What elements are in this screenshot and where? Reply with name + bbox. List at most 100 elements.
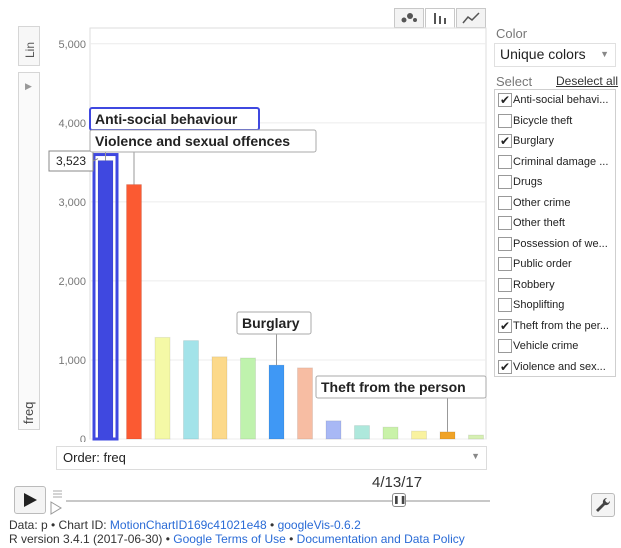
checkbox-empty-icon[interactable]	[498, 339, 512, 353]
chart-bar[interactable]	[183, 340, 199, 440]
terms-link[interactable]: Google Terms of Use	[173, 532, 286, 546]
series-checkbox-item[interactable]: Other crime	[495, 193, 615, 214]
bar-chart-tab[interactable]	[425, 8, 455, 28]
series-checkbox-label: Violence and sex...	[513, 360, 606, 373]
chevron-down-icon: ▼	[471, 451, 480, 461]
series-checkbox-item[interactable]: Possession of we...	[495, 234, 615, 255]
chart-bar[interactable]	[382, 426, 399, 440]
chart-bar[interactable]	[411, 430, 427, 440]
y-tick-label: 0	[80, 434, 86, 442]
series-checkbox-item[interactable]: ✔ Burglary	[495, 131, 615, 152]
timeline-track[interactable]	[66, 500, 490, 502]
color-dropdown-value: Unique colors	[500, 46, 586, 62]
bar-chart-icon	[434, 13, 446, 24]
series-checkbox-label: Bicycle theft	[513, 114, 573, 127]
checkbox-empty-icon[interactable]	[498, 257, 512, 271]
checkbox-checked-icon[interactable]: ✔	[498, 134, 512, 148]
footer-line-2: R version 3.4.1 (2017-06-30) • Google Te…	[9, 532, 465, 546]
docs-link[interactable]: Documentation and Data Policy	[296, 532, 465, 546]
checkbox-checked-icon[interactable]: ✔	[498, 318, 512, 333]
checkbox-checked-icon[interactable]: ✔	[498, 359, 512, 374]
annotation-box	[89, 129, 317, 153]
series-checkbox-label: Possession of we...	[513, 237, 608, 250]
series-checkbox-item[interactable]: Robbery	[495, 275, 615, 296]
current-date-label: 4/13/17	[372, 474, 423, 491]
chart-bar[interactable]	[154, 336, 171, 440]
series-checkbox-item[interactable]: ✔ Theft from the per...	[495, 316, 615, 337]
annotation-label: Theft from the person	[321, 379, 466, 395]
view-toggle-group	[394, 8, 487, 28]
scale-toggle-button[interactable]: Lin	[18, 26, 40, 66]
checkbox-empty-icon[interactable]	[498, 175, 512, 189]
series-checkbox-item[interactable]: Public order	[495, 254, 615, 275]
chart-bar[interactable]	[439, 431, 456, 440]
footer-r-version: R version 3.4.1 (2017-06-30) •	[9, 532, 174, 546]
wrench-icon	[596, 497, 611, 512]
scale-toggle-label: Lin	[23, 41, 37, 58]
chart-bar[interactable]	[211, 356, 228, 440]
deselect-all-link[interactable]: Deselect all	[556, 74, 619, 88]
y-tick-label: 5,000	[58, 39, 86, 51]
series-checkbox-label: Anti-social behavi...	[513, 94, 609, 106]
play-button[interactable]	[14, 486, 46, 514]
order-label: Order: freq	[63, 450, 126, 465]
chart-bar[interactable]	[325, 420, 342, 440]
order-dropdown[interactable]: Order: freq ▼	[56, 446, 487, 470]
series-checkbox-label: Public order	[513, 258, 572, 270]
series-checkbox-item[interactable]: ✔ Anti-social behavi...	[495, 90, 615, 111]
play-icon	[24, 493, 37, 507]
googlevis-link[interactable]: googleVis-0.6.2	[277, 518, 361, 532]
y-tick-label: 4,000	[58, 118, 86, 130]
annotation-box	[236, 311, 312, 335]
series-checkbox-item[interactable]: Shoplifting	[495, 295, 615, 316]
color-panel-title: Color	[496, 26, 528, 41]
chart-bar[interactable]	[240, 357, 256, 440]
line-chart-tab[interactable]	[456, 8, 486, 28]
checkbox-empty-icon[interactable]	[498, 195, 512, 210]
settings-button[interactable]	[591, 493, 615, 517]
annotation-box	[315, 375, 487, 399]
value-label: 3,523	[56, 154, 86, 168]
color-dropdown[interactable]: Unique colors ▼	[494, 43, 616, 67]
checkbox-empty-icon[interactable]	[498, 216, 512, 230]
series-checkbox-label: Other theft	[513, 217, 565, 229]
bubble-chart-tab[interactable]	[394, 8, 424, 28]
y-tick-label: 1,000	[58, 355, 86, 367]
series-checkbox-item[interactable]: Other theft	[495, 213, 615, 234]
annotation-label: Burglary	[242, 315, 300, 331]
footer-separator: •	[285, 532, 297, 546]
y-axis-selector[interactable]	[18, 72, 40, 430]
series-checkbox-label: Drugs	[513, 176, 543, 188]
series-checkbox-item[interactable]: Vehicle crime	[495, 336, 615, 357]
chart-bar[interactable]	[468, 434, 484, 440]
chart-bar[interactable]	[126, 183, 142, 440]
checkbox-checked-icon[interactable]: ✔	[498, 93, 512, 107]
checkbox-empty-icon[interactable]	[498, 277, 512, 292]
checkbox-empty-icon[interactable]	[498, 298, 512, 312]
speed-control[interactable]	[48, 489, 66, 515]
series-checkbox-label: Burglary	[513, 135, 554, 147]
series-checkbox-label: Robbery	[513, 278, 555, 291]
select-panel-title: Select	[496, 74, 533, 89]
series-checkbox-item[interactable]: Drugs	[495, 172, 615, 193]
chart-bar[interactable]	[97, 160, 114, 440]
series-checkbox-label: Shoplifting	[513, 299, 565, 311]
footer-line-1: Data: p • Chart ID: MotionChartID169c410…	[9, 518, 361, 532]
series-checkbox-item[interactable]: ✔ Violence and sex...	[495, 357, 615, 377]
y-tick-label: 3,000	[58, 197, 86, 209]
checkbox-empty-icon[interactable]	[498, 113, 512, 128]
timeline-slider-handle[interactable]: ❚❚	[392, 493, 406, 507]
checkbox-empty-icon[interactable]	[498, 154, 512, 169]
series-checkbox-item[interactable]: Bicycle theft	[495, 111, 615, 132]
chart-id-link[interactable]: MotionChartID169c41021e48	[109, 518, 267, 532]
chart-bar[interactable]	[297, 367, 313, 440]
footer-separator: •	[266, 518, 278, 532]
series-checkbox-item[interactable]: Criminal damage ...	[495, 152, 615, 173]
y-tick-label: 2,000	[58, 276, 86, 288]
bar-chart: 0 1,000 2,000 3,000 4,000 5,000 3,523 Anti-soci…	[48, 27, 487, 442]
expand-arrow-icon[interactable]: ▶	[25, 81, 32, 91]
chart-bar[interactable]	[268, 364, 285, 440]
checkbox-empty-icon[interactable]	[498, 236, 512, 251]
chart-bar[interactable]	[354, 425, 370, 440]
y-axis-label: freq	[21, 401, 36, 424]
